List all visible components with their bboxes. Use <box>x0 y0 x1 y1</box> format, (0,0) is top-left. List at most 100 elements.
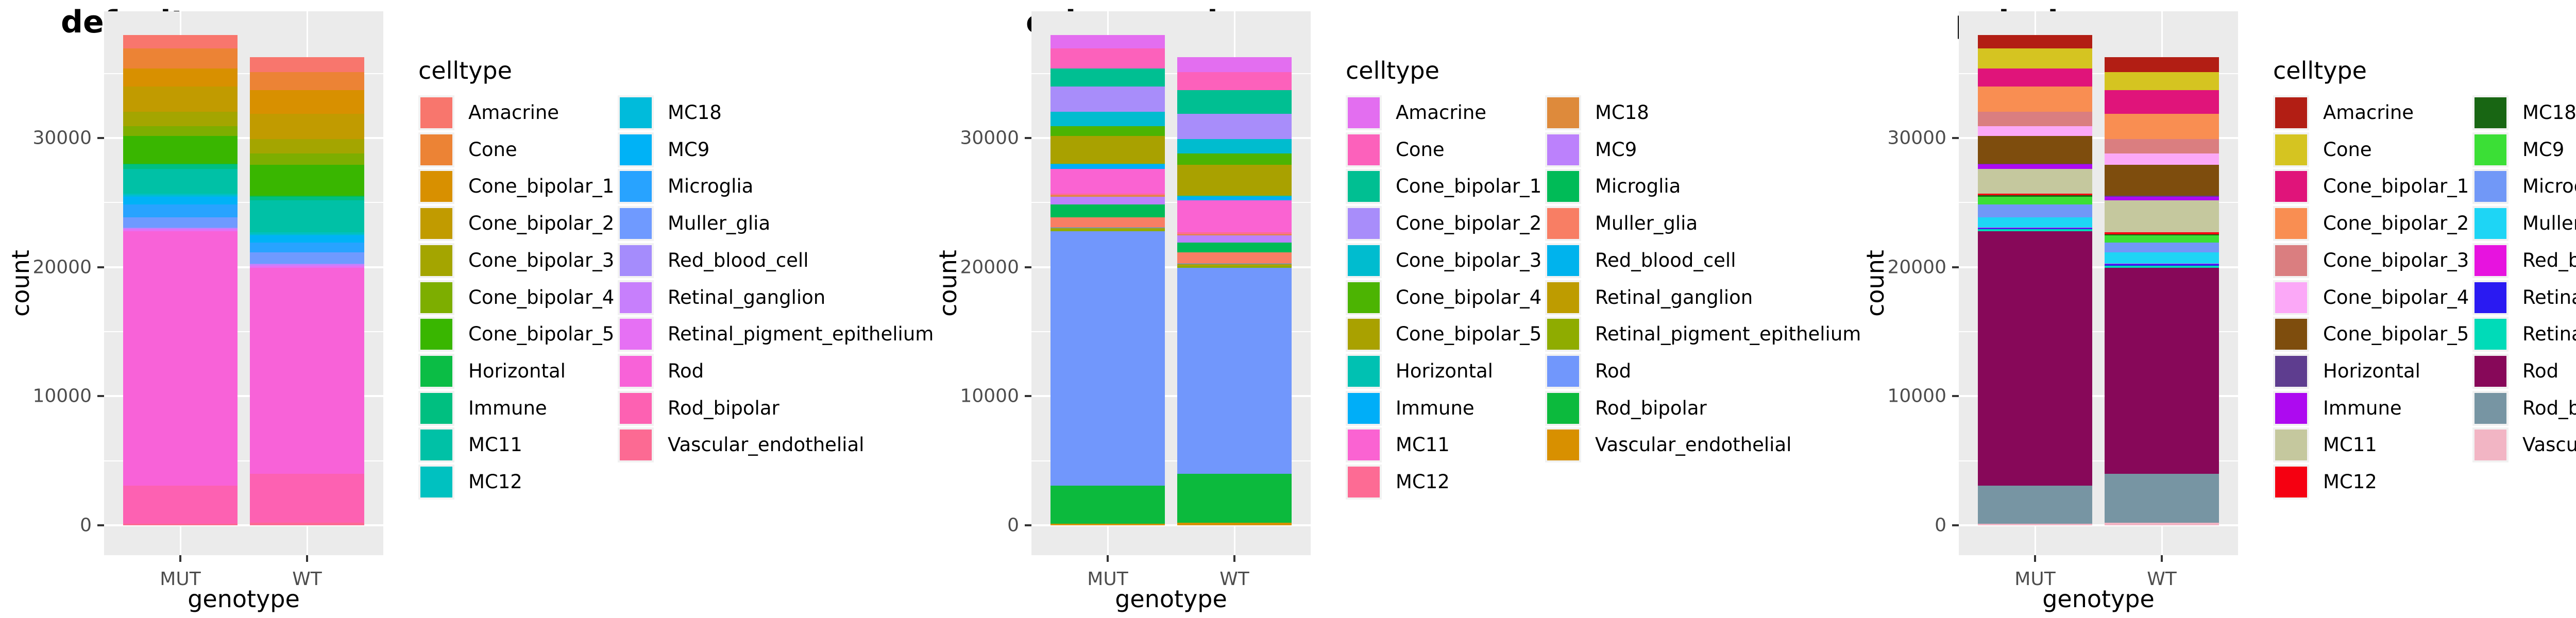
bar-segment-Cone_bipolar_2 <box>1978 87 2092 112</box>
legend-swatch-Rod_bipolar <box>1547 392 1579 424</box>
legend-label: Retinal_pigment_epithelium <box>2522 323 2576 346</box>
bar-segment-Vascular_endothelial <box>1050 523 1165 525</box>
y-tick-label: 10000 <box>32 385 92 407</box>
bar-segment-Microglia <box>123 204 238 218</box>
legend-label: Cone_bipolar_3 <box>1396 249 1542 271</box>
legend-label: Cone_bipolar_2 <box>2323 212 2469 235</box>
bar-segment-Cone_bipolar_4 <box>1177 153 1292 165</box>
bar-segment-Retinal_ganglion <box>250 264 364 266</box>
bar-segment-MC12 <box>1978 193 2092 196</box>
legend-label: Red_blood_cell <box>1595 249 1736 271</box>
legend-swatch-Microglia <box>1547 171 1579 202</box>
bar-segment-Cone_bipolar_4 <box>1978 126 2092 136</box>
legend-key <box>418 243 454 278</box>
legend-swatch-MC11 <box>420 430 452 461</box>
legend-label: MC9 <box>2522 138 2565 161</box>
legend-title: celltype <box>418 57 512 84</box>
y-tick-label: 30000 <box>1887 127 1946 149</box>
legend-swatch-Retinal_ganglion <box>2475 282 2506 313</box>
bar-segment-Immune <box>123 164 238 169</box>
plot-panel <box>1959 11 2238 555</box>
bar-segment-MC9 <box>123 196 238 204</box>
bar-segment-Microglia <box>2105 243 2219 252</box>
legend-label: Cone_bipolar_5 <box>1396 323 1542 346</box>
legend-swatch-Cone_bipolar_5 <box>420 319 452 350</box>
y-tick-label: 0 <box>1935 514 1946 536</box>
legend-label: Cone_bipolar_3 <box>2323 249 2469 271</box>
bar-segment-Cone_bipolar_4 <box>1050 126 1165 136</box>
legend-swatch-Cone_bipolar_2 <box>420 208 452 239</box>
bar-segment-Cone_bipolar_2 <box>250 114 364 139</box>
legend-key <box>2472 169 2509 204</box>
legend-key <box>418 427 454 463</box>
x-axis-tick <box>179 555 181 562</box>
bar-segment-Cone_bipolar_5 <box>1050 136 1165 164</box>
bar-segment-Amacrine <box>1177 57 1292 73</box>
gridline-minor <box>1031 460 1311 461</box>
legend-label: Cone_bipolar_2 <box>468 212 615 235</box>
y-tick-label: 0 <box>80 514 92 536</box>
bar-WT <box>2105 11 2219 555</box>
y-axis-tick <box>1025 524 1031 526</box>
legend-swatch-Vascular_endothelial <box>620 430 652 461</box>
legend-key <box>1545 95 1581 130</box>
bar-segment-Immune <box>2105 196 2219 201</box>
bar-segment-Cone_bipolar_1 <box>250 90 364 114</box>
bar-segment-Cone_bipolar_3 <box>1177 139 1292 153</box>
bar-segment-MC18 <box>2105 234 2219 236</box>
legend-key <box>1346 353 1382 389</box>
bar-segment-MC11 <box>2105 200 2219 233</box>
bar-segment-Vascular_endothelial <box>1177 523 1292 525</box>
legend-swatch-Retinal_ganglion <box>1547 282 1579 313</box>
bar-segment-Rod <box>250 267 364 474</box>
bar-segment-Amacrine <box>123 35 238 49</box>
gridline-minor <box>1031 202 1311 203</box>
legend-key <box>618 132 654 167</box>
legend-key <box>1346 390 1382 426</box>
legend-key <box>618 95 654 130</box>
x-axis-title: genotype <box>1115 585 1227 613</box>
bar-segment-MC12 <box>1050 193 1165 196</box>
legend-label: Cone_bipolar_3 <box>468 249 615 271</box>
gridline-minor <box>1959 202 2238 203</box>
legend-label: Rod_bipolar <box>2522 397 2576 419</box>
legend-label: Cone_bipolar_4 <box>2323 286 2469 308</box>
legend-swatch-Rod <box>620 355 652 387</box>
x-axis-title: genotype <box>188 585 300 613</box>
bar-segment-Microglia <box>1177 243 1292 252</box>
x-tick-label: MUT <box>1087 569 1128 590</box>
legend-label: Microglia <box>1595 175 1681 198</box>
legend-key <box>2273 169 2309 204</box>
legend-swatch-Vascular_endothelial <box>2475 430 2506 461</box>
x-axis-tick <box>1107 555 1109 562</box>
legend-label: Amacrine <box>468 101 560 124</box>
legend-label: Cone_bipolar_5 <box>468 323 615 346</box>
legend-key <box>618 280 654 315</box>
bar-segment-Rod <box>123 231 238 486</box>
bar-segment-Cone <box>1177 72 1292 91</box>
gridline-major <box>104 524 383 526</box>
bar-segment-Horizontal <box>123 163 238 165</box>
legend-swatch-Cone_bipolar_3 <box>420 245 452 276</box>
legend-key <box>1346 465 1382 500</box>
x-tick-label: MUT <box>2014 569 2056 590</box>
legend-swatch-Retinal_pigment_epithelium <box>620 319 652 350</box>
bar-segment-Retinal_ganglion <box>1050 228 1165 230</box>
bar-segment-Red_blood_cell <box>123 227 238 229</box>
bar-segment-Cone_bipolar_1 <box>123 68 238 87</box>
legend-swatch-Retinal_pigment_epithelium <box>1547 319 1579 350</box>
bar-segment-MC9 <box>1177 235 1292 243</box>
bar-segment-Cone_bipolar_5 <box>123 136 238 164</box>
legend-swatch-MC9 <box>620 134 652 165</box>
legend-swatch-Immune <box>2275 392 2307 424</box>
gridline-minor <box>1031 73 1311 74</box>
legend-label: Horizontal <box>2323 359 2420 382</box>
bar-MUT <box>1978 11 2092 555</box>
plot-panel <box>1031 11 1311 555</box>
bar-segment-Retinal_ganglion <box>1978 228 2092 230</box>
legend-key <box>2273 95 2309 130</box>
bar-segment-Horizontal <box>1177 196 1292 197</box>
bar-segment-Amacrine <box>250 57 364 73</box>
legend-key <box>418 465 454 500</box>
